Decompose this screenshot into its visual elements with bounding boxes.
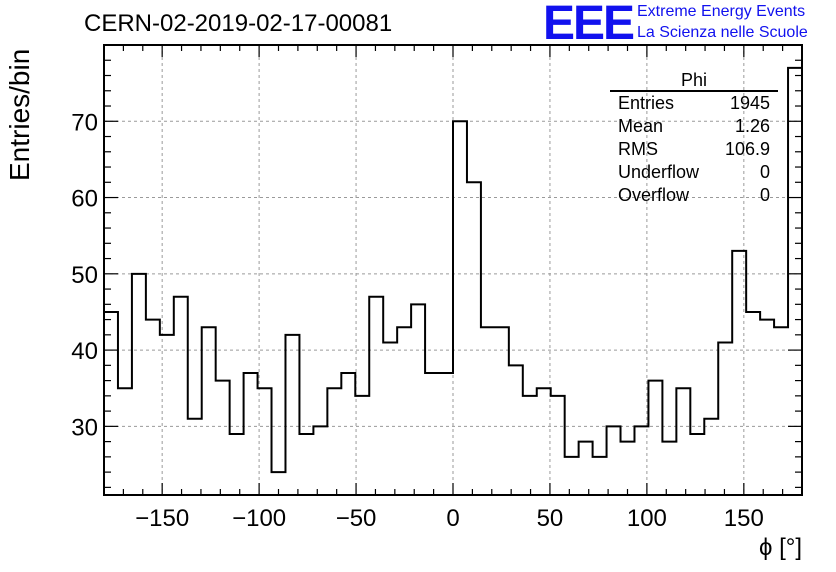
histogram-bin [704,419,718,495]
histogram-bin [788,68,802,495]
histogram-bin [718,342,732,495]
logo-line-2: La Scienza nelle Scuole [637,24,808,41]
histogram-bin [439,373,453,495]
plot-frame [103,44,803,496]
stats-value: 0 [759,162,770,182]
stats-label: Mean [618,116,664,136]
x-tick-label: −100 [232,505,286,532]
histogram-bin [648,381,662,495]
y-tick-label: 70 [71,109,98,136]
histogram-bin [579,442,593,495]
x-tick-label: 150 [724,505,764,532]
histogram-bin [258,388,272,495]
x-tick-label: −50 [336,505,377,532]
logo-line-1: Extreme Energy Events [637,3,806,20]
stats-label: Entries [618,93,675,113]
stats-label: Overflow [618,185,690,205]
histogram-bin [104,312,118,495]
histogram-bin [355,396,369,495]
histogram-bin [551,396,565,495]
histogram-bin [425,373,439,495]
histogram-bin [341,373,355,495]
histogram-series [104,66,802,474]
histogram-bin [383,342,397,495]
histogram-bin [230,434,244,495]
histogram-bin [537,388,551,495]
histogram-bin [662,442,676,495]
y-axis-label: Entries/bin [4,48,35,181]
histogram-bin [481,327,495,495]
x-tick-label: 100 [627,505,667,532]
stats-value: 0 [759,185,770,205]
histogram-bin [202,327,216,495]
stats-title: Phi [610,70,778,92]
histogram-bin [453,121,467,495]
histogram-bin [411,304,425,495]
histogram-bin [746,312,760,495]
stats-value: 106.9 [724,139,770,159]
histogram-bin [495,327,509,495]
histogram-bin [523,396,537,495]
histogram-bin [467,182,481,495]
histogram-bin [132,274,146,495]
stats-row-rms: RMS 106.9 [610,138,778,161]
stats-value: 1945 [729,93,770,113]
y-tick-label: 60 [71,186,98,213]
histogram-bin [774,327,788,495]
x-axis-label: ϕ [°] [758,534,802,561]
histogram-bin [118,388,132,495]
stats-box: Phi Entries 1945 Mean 1.26 RMS 106.9 Und… [610,70,778,207]
stats-row-overflow: Overflow 0 [610,184,778,207]
histogram-bin [285,335,299,495]
eee-logo: EEE [543,0,635,50]
histogram-bin [174,297,188,495]
histogram-bin [690,434,704,495]
stats-label: RMS [618,139,658,159]
histogram-bin [327,388,341,495]
histogram-bin [313,426,327,495]
histogram-bin [299,434,313,495]
histogram-bin [565,457,579,495]
histogram-bin [146,320,160,495]
histogram-bin [216,381,230,495]
stats-row-underflow: Underflow 0 [610,161,778,184]
stats-row-mean: Mean 1.26 [610,115,778,138]
histogram-bin [621,442,635,495]
histogram-bin [369,297,383,495]
histogram-bin [244,373,258,495]
histogram-bin [397,327,411,495]
stats-label: Underflow [618,162,700,182]
histogram-bin [760,320,774,495]
x-tick-label: 50 [537,505,564,532]
stats-value: 1.26 [734,116,770,136]
run-title: CERN-02-2019-02-17-00081 [84,10,393,37]
stats-row-entries: Entries 1945 [610,92,778,115]
x-tick-label: −150 [135,505,189,532]
histogram-bin [188,419,202,495]
histogram-bin [607,426,621,495]
histogram-bin [509,365,523,495]
histogram-bin [676,388,690,495]
y-tick-label: 50 [71,262,98,289]
x-tick-label: 0 [446,505,459,532]
histogram-bin [593,457,607,495]
y-tick-label: 30 [71,414,98,441]
y-tick-label: 40 [71,338,98,365]
